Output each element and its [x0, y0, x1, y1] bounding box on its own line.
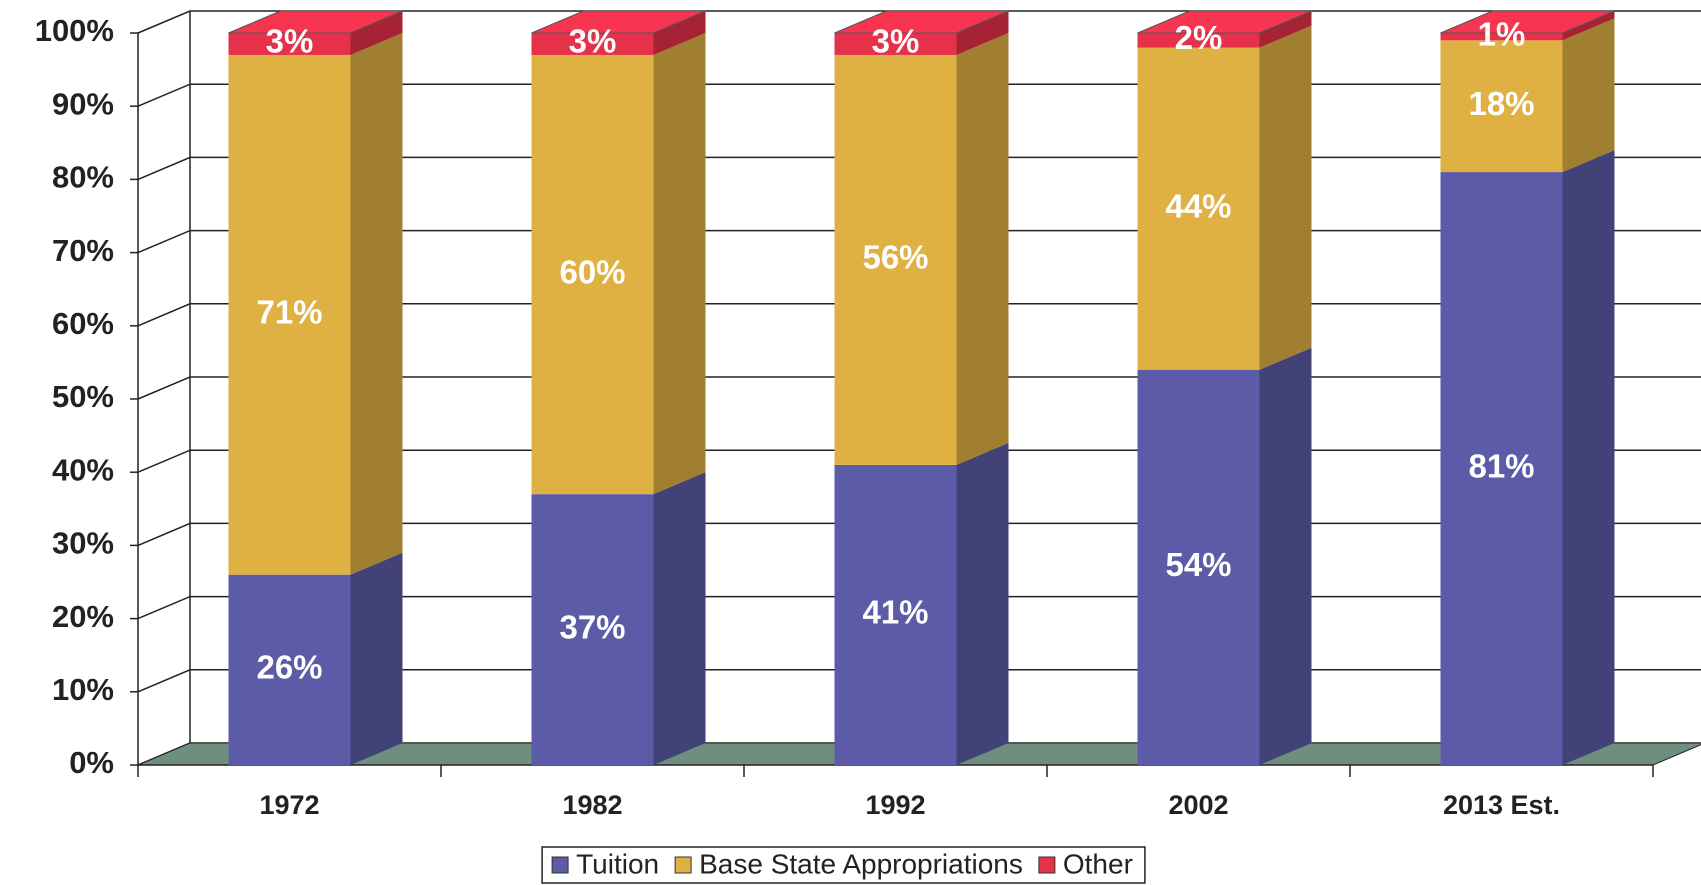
- value-label: 44%: [1165, 187, 1231, 224]
- bar-segment: [1440, 150, 1615, 765]
- bar-side: [653, 472, 706, 765]
- bar-front: [1440, 172, 1563, 765]
- x-tick-label: 2013 Est.: [1443, 790, 1560, 820]
- bar-segment: [531, 32, 706, 495]
- bar-segment: [1137, 25, 1312, 370]
- value-label: 54%: [1165, 546, 1231, 583]
- bar-front: [1137, 33, 1260, 48]
- y-tick-label: 100%: [35, 13, 114, 48]
- y-tick-label: 0%: [69, 745, 114, 780]
- bar-segment: [531, 10, 706, 55]
- legend-label: Tuition: [576, 848, 659, 879]
- legend-label: Base State Appropriations: [699, 848, 1023, 879]
- bar-side: [956, 32, 1009, 465]
- bar-top: [228, 10, 403, 34]
- bar-side: [956, 442, 1009, 765]
- bar-side: [1562, 18, 1615, 173]
- bar-side: [1562, 11, 1615, 41]
- value-label: 2%: [1175, 19, 1223, 56]
- value-label: 37%: [559, 608, 625, 645]
- bar-top: [531, 10, 706, 34]
- value-label: 18%: [1468, 85, 1534, 122]
- bar-side: [653, 11, 706, 55]
- bar-side: [350, 11, 403, 55]
- bar-front: [1440, 40, 1563, 173]
- bar-front: [531, 54, 654, 495]
- bar-segment: [1137, 10, 1312, 48]
- value-label: 3%: [266, 23, 314, 60]
- bar-front: [1137, 369, 1260, 765]
- bar-top: [834, 10, 1009, 34]
- bar-segment: [1440, 18, 1615, 173]
- legend-swatch: [674, 856, 692, 874]
- legend-label: Other: [1063, 848, 1133, 879]
- bar-side: [1259, 347, 1312, 765]
- value-label: 1%: [1478, 15, 1526, 52]
- y-tick-label: 70%: [52, 233, 114, 268]
- value-label: 81%: [1468, 447, 1534, 484]
- y-tick-label: 20%: [52, 599, 114, 634]
- bar-side: [1259, 25, 1312, 370]
- y-tick-label: 10%: [52, 672, 114, 707]
- legend-swatch: [1038, 856, 1056, 874]
- bar-front: [531, 494, 654, 765]
- y-tick-label: 80%: [52, 160, 114, 195]
- bar-front: [834, 54, 957, 465]
- bar-front: [228, 33, 351, 55]
- bar-segment: [531, 472, 706, 765]
- legend: Tuition Base State Appropriations Other: [541, 846, 1146, 884]
- bar-front: [1440, 33, 1563, 41]
- bar-segment: [228, 552, 403, 765]
- bar-front: [1137, 47, 1260, 370]
- bar-segment: [834, 10, 1009, 55]
- bar-top: [1137, 10, 1312, 34]
- y-tick-label: 40%: [52, 452, 114, 487]
- bar-front: [228, 574, 351, 765]
- y-tick-label: 30%: [52, 526, 114, 561]
- bar-side: [653, 32, 706, 495]
- bar-segment: [834, 32, 1009, 465]
- bar-side: [1562, 150, 1615, 765]
- bar-segment: [228, 32, 403, 575]
- value-label: 3%: [872, 23, 920, 60]
- value-label: 71%: [256, 294, 322, 331]
- bar-segment: [228, 10, 403, 55]
- value-label: 60%: [559, 253, 625, 290]
- y-tick-label: 50%: [52, 379, 114, 414]
- bar-front: [531, 33, 654, 55]
- y-tick-label: 60%: [52, 306, 114, 341]
- x-tick-label: 1972: [259, 790, 319, 820]
- value-label: 3%: [569, 23, 617, 60]
- value-label: 26%: [256, 649, 322, 686]
- bar-top: [1440, 10, 1615, 34]
- x-tick-label: 1982: [562, 790, 622, 820]
- bar-side: [1259, 11, 1312, 48]
- bar-side: [350, 552, 403, 765]
- x-tick-label: 1992: [865, 790, 925, 820]
- bar-segment: [834, 442, 1009, 765]
- legend-swatch: [551, 856, 569, 874]
- bar-segment: [1137, 347, 1312, 765]
- y-tick-label: 90%: [52, 86, 114, 121]
- value-label: 56%: [862, 239, 928, 276]
- bar-front: [834, 33, 957, 55]
- x-tick-label: 2002: [1168, 790, 1228, 820]
- value-label: 41%: [862, 594, 928, 631]
- bar-segment: [1440, 10, 1615, 41]
- bar-front: [834, 464, 957, 765]
- bar-front: [228, 54, 351, 575]
- bar-side: [350, 32, 403, 575]
- bar-side: [956, 11, 1009, 55]
- legend-box: [541, 846, 1146, 884]
